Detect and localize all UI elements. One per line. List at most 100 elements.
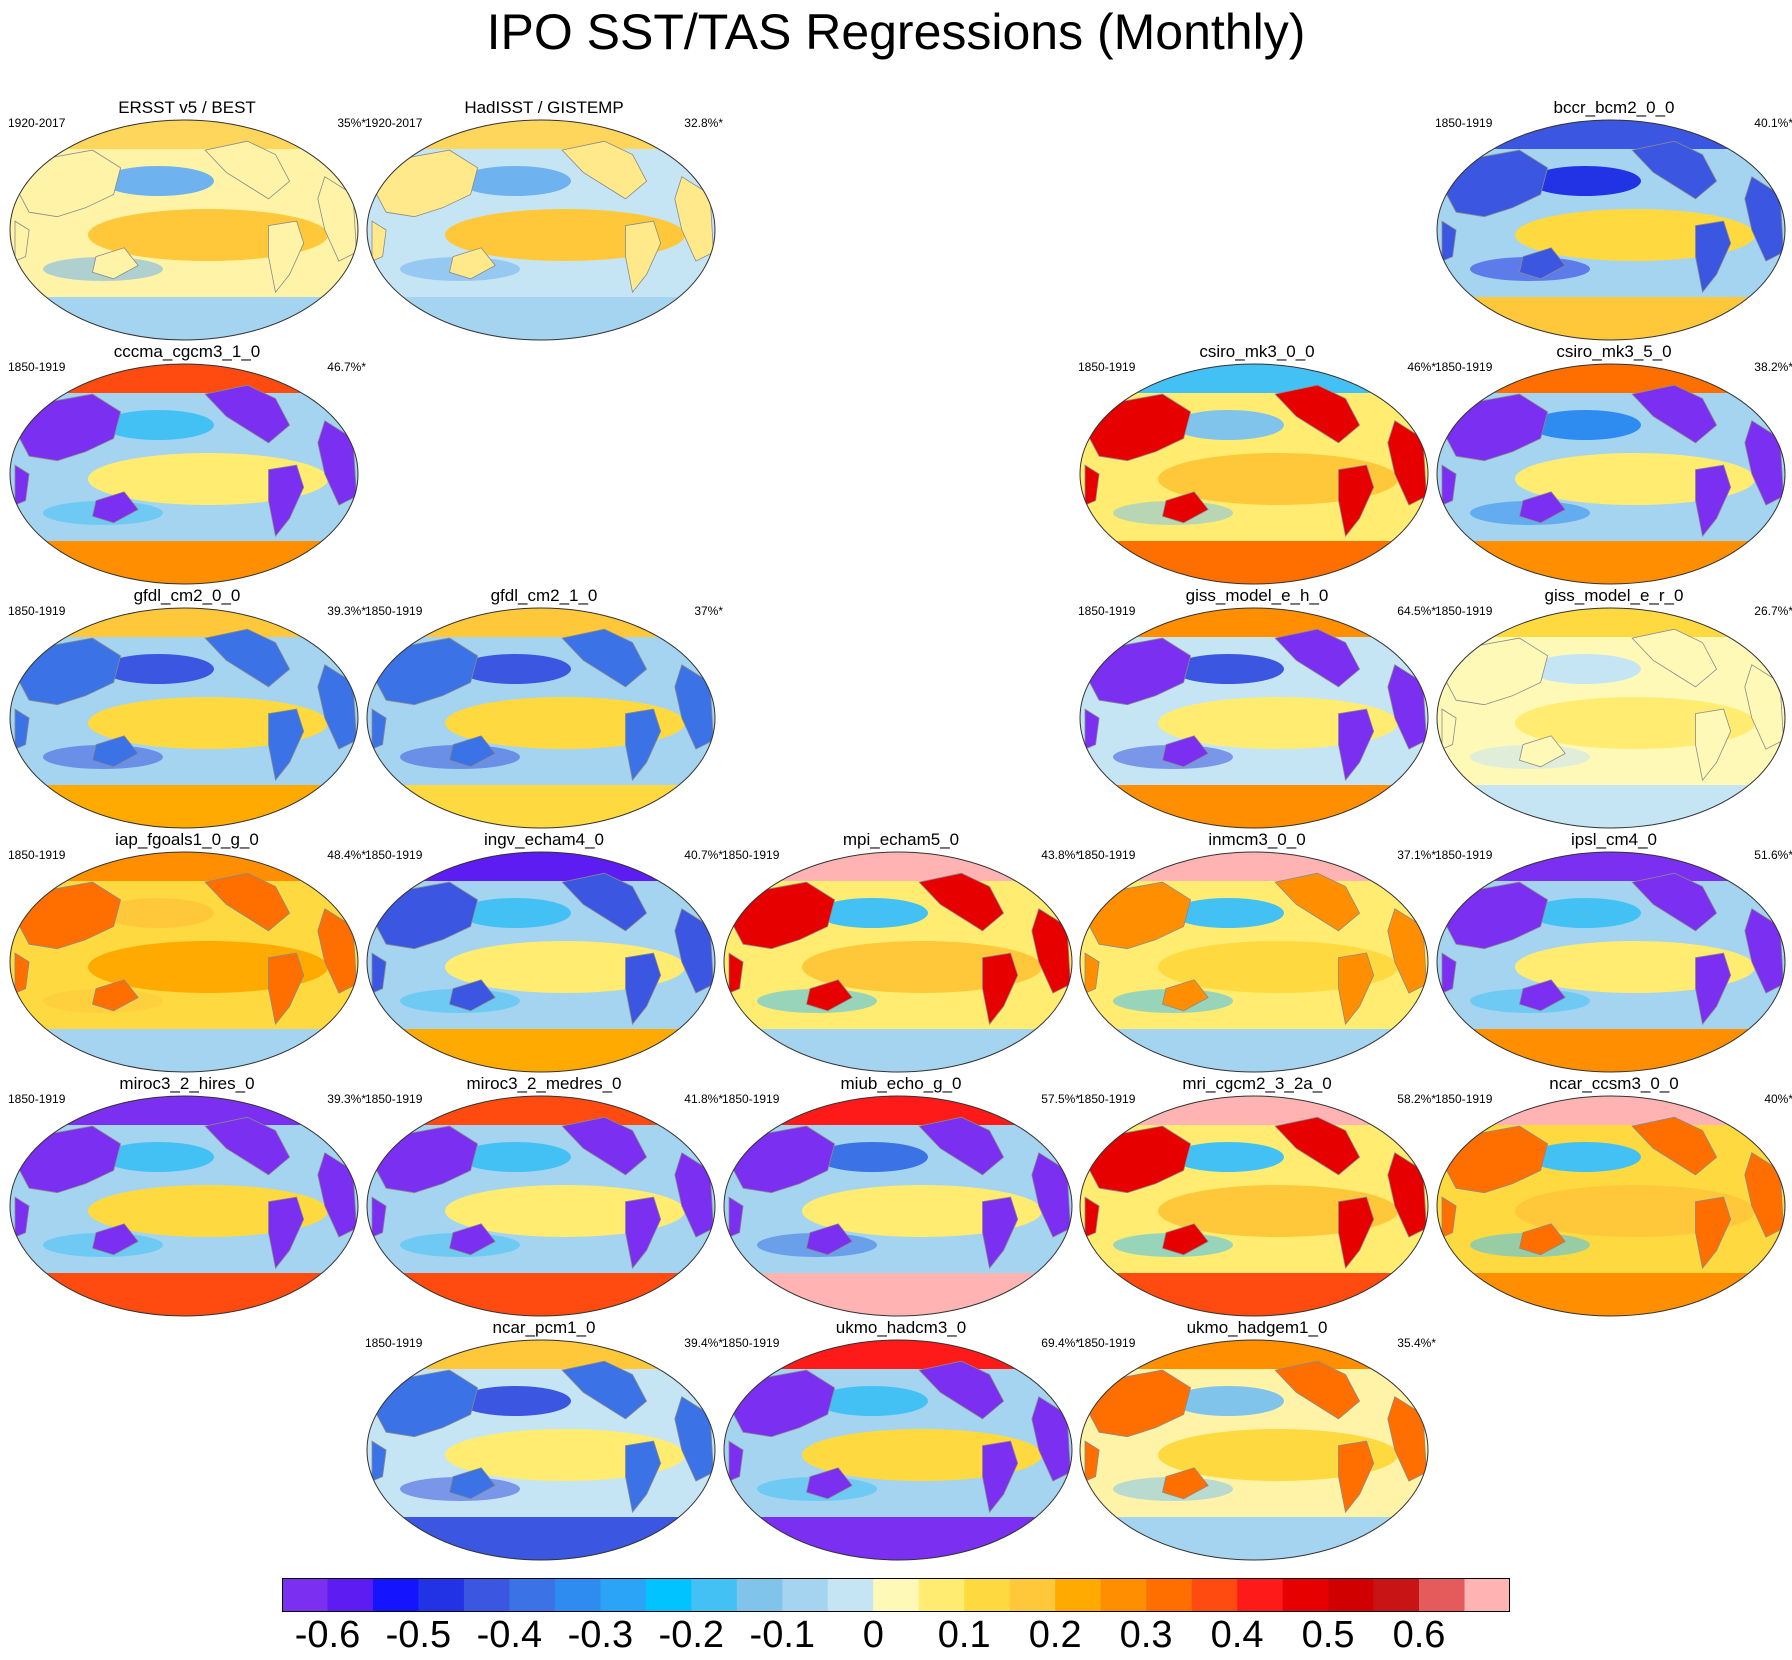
map-panel: ncar_pcm1_0 1850-1919 39.4%*: [365, 1318, 723, 1562]
panel-title: gfdl_cm2_1_0: [490, 586, 598, 605]
southern-ocean-band: [1080, 541, 1428, 584]
colorbar-swatch: [1009, 1578, 1056, 1612]
australia-landmass: [449, 979, 496, 1012]
tropical-pacific-anomaly: [802, 1185, 1042, 1237]
africa-landmass: [1441, 1196, 1457, 1238]
north-pacific-anomaly: [102, 898, 214, 928]
southern-ocean-band: [1080, 1029, 1428, 1072]
australia-landmass: [92, 735, 139, 768]
africa-landmass: [371, 952, 387, 994]
panel-years: 1850-1919: [8, 604, 66, 618]
colorbar: [282, 1578, 1510, 1612]
australia-landmass: [1519, 247, 1566, 280]
map-border: [1436, 119, 1786, 341]
robinson-map: [9, 363, 359, 585]
colorbar-swatch: [1237, 1578, 1283, 1612]
south-america-landmass: [1695, 708, 1732, 782]
south-america-landmass: [268, 464, 305, 538]
map-border: [9, 363, 359, 585]
north-america-landmass: [918, 872, 1005, 932]
panel-years: 1850-1919: [722, 1336, 780, 1350]
panel-variance-percent: 48.4%*: [327, 848, 366, 862]
map-border: [1436, 363, 1786, 585]
tropical-pacific-anomaly: [802, 941, 1042, 993]
panel-title: ukmo_hadgem1_0: [1186, 1318, 1328, 1337]
robinson-map: [366, 119, 716, 341]
colorbar-swatch: [372, 1578, 419, 1612]
north-america-landmass: [561, 140, 648, 200]
panel-variance-percent: 64.5%*: [1397, 604, 1436, 618]
map-panel: ncar_ccsm3_0_0 1850-1919 40%*: [1435, 1074, 1792, 1318]
colorbar-outline: [282, 1578, 1510, 1612]
colorbar-swatch: [600, 1578, 647, 1612]
south-america-landmass: [625, 708, 662, 782]
africa-landmass: [1441, 952, 1457, 994]
tropical-pacific-anomaly: [1158, 1429, 1398, 1481]
north-pacific-anomaly: [459, 898, 571, 928]
colorbar-tick-label: -0.1: [749, 1614, 816, 1656]
panel-years: 1850-1919: [1435, 360, 1493, 374]
panel-years: 1850-1919: [1078, 1336, 1136, 1350]
colorbar-swatch: [1191, 1578, 1238, 1612]
tropical-pacific-anomaly: [1158, 453, 1398, 505]
southern-ocean-band: [10, 297, 358, 340]
colorbar-tick-label: -0.2: [658, 1614, 725, 1656]
map-panel: cccma_cgcm3_1_0 1850-1919 46.7%*: [8, 342, 366, 586]
australia-landmass: [1162, 491, 1209, 524]
north-pacific-anomaly: [1172, 410, 1284, 440]
colorbar-tick-label: -0.3: [567, 1614, 634, 1656]
panel-variance-percent: 57.5%*: [1041, 1092, 1080, 1106]
south-america-landmass: [1695, 952, 1732, 1026]
tropical-pacific-anomaly: [1158, 1185, 1398, 1237]
australia-landmass: [1519, 1223, 1566, 1256]
panel-years: 1850-1919: [365, 1336, 423, 1350]
colorbar-swatch: [282, 1578, 328, 1612]
tropical-pacific-anomaly: [445, 209, 685, 261]
colorbar-swatch: [1464, 1578, 1510, 1612]
north-pacific-anomaly: [1172, 1142, 1284, 1172]
arctic-band: [10, 364, 358, 393]
panel-years: 1850-1919: [1078, 604, 1136, 618]
colorbar-swatch: [782, 1578, 829, 1612]
panel-years: 1850-1919: [365, 1092, 423, 1106]
south-america-landmass: [1338, 708, 1375, 782]
north-america-landmass: [204, 1116, 291, 1176]
africa-landmass: [14, 220, 30, 262]
map-panel: giss_model_e_h_0 1850-1919 64.5%*: [1078, 586, 1436, 830]
arctic-band: [724, 1340, 1072, 1369]
southern-ocean-band: [1080, 1273, 1428, 1316]
south-america-landmass: [625, 1440, 662, 1514]
tropical-pacific-anomaly: [1515, 453, 1755, 505]
panel-years: 1850-1919: [1435, 1092, 1493, 1106]
north-america-landmass: [561, 628, 648, 688]
map-border: [1079, 851, 1429, 1073]
page-title: IPO SST/TAS Regressions (Monthly): [486, 4, 1306, 60]
colorbar-swatch: [645, 1578, 692, 1612]
colorbar-swatch: [509, 1578, 556, 1612]
tropical-pacific-anomaly: [88, 1185, 328, 1237]
robinson-map: [1079, 1339, 1429, 1561]
southern-ocean-band: [724, 1273, 1072, 1316]
australia-landmass: [92, 247, 139, 280]
map-panel: HadISST / GISTEMP 1920-2017 32.8%*: [365, 98, 723, 342]
north-america-landmass: [1274, 628, 1361, 688]
north-america-landmass: [1631, 140, 1718, 200]
africa-landmass: [371, 708, 387, 750]
colorbar-tick-label: -0.4: [476, 1614, 543, 1656]
southern-ocean-band: [1437, 541, 1785, 584]
panel-title: ukmo_hadcm3_0: [835, 1318, 967, 1337]
southern-ocean-band: [367, 1273, 715, 1316]
robinson-map: [723, 1339, 1073, 1561]
panel-years: 1920-2017: [8, 116, 66, 130]
arctic-band: [1080, 1340, 1428, 1369]
panel-title: ncar_ccsm3_0_0: [1549, 1074, 1679, 1093]
map-border: [366, 119, 716, 341]
map-border: [723, 851, 1073, 1073]
tropical-pacific-anomaly: [1158, 941, 1398, 993]
panel-years: 1850-1919: [1078, 360, 1136, 374]
panel-years: 1850-1919: [1078, 848, 1136, 862]
south-america-landmass: [1338, 464, 1375, 538]
panel-variance-percent: 32.8%*: [684, 116, 723, 130]
panel-title: ingv_echam4_0: [483, 830, 605, 849]
north-pacific-anomaly: [102, 410, 214, 440]
